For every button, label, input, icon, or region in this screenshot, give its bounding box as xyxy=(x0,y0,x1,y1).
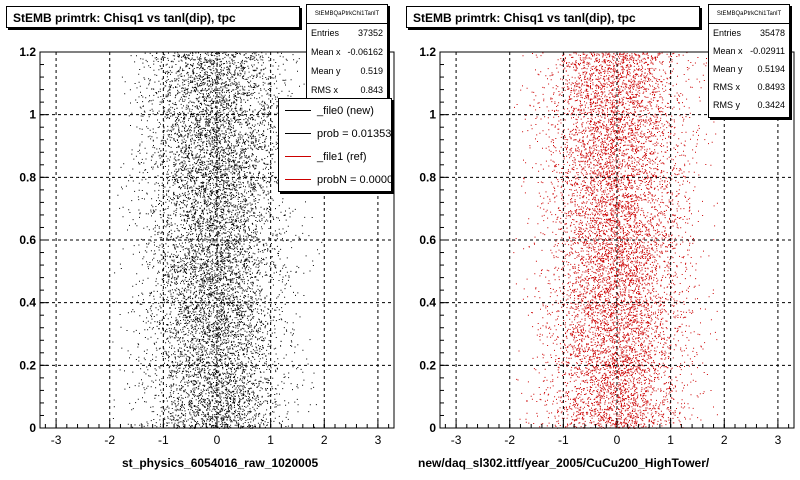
x-tick-label: 3 xyxy=(775,433,782,447)
y-tick-label: 1 xyxy=(429,108,436,122)
right-stats-box: StEMBQaPtrkChi1TanlT Entries 35478 Mean … xyxy=(708,4,790,118)
x-tick-label: 1 xyxy=(267,433,274,447)
left-stats-value: 0.843 xyxy=(360,85,383,95)
x-tick-label: -3 xyxy=(51,433,62,447)
x-tick-label: 3 xyxy=(375,433,382,447)
right-grid xyxy=(440,51,794,429)
right-scatter-points xyxy=(513,52,722,429)
x-tick-label: 2 xyxy=(721,433,728,447)
right-stats-value: 0.3424 xyxy=(757,100,785,110)
legend-line-icon xyxy=(285,133,311,134)
right-stats-label: RMS y xyxy=(713,100,740,110)
right-x-axis-title: new/daq_sl302.ittf/year_2005/CuCu200_Hig… xyxy=(418,456,710,470)
right-panel: -3 -2 -1 0 1 2 3 0 0.2 0.4 0.6 0.8 1 1.2 StEMB primtr… xyxy=(400,0,800,480)
left-stats-value: -0.06162 xyxy=(347,47,383,57)
x-tick-label: 0 xyxy=(614,433,621,447)
left-stats-row: Mean y 0.519 xyxy=(307,62,387,81)
right-stats-label: Mean y xyxy=(713,64,743,74)
left-stats-row: RMS x 0.843 xyxy=(307,81,387,100)
x-tick-label: -1 xyxy=(558,433,569,447)
y-tick-label: 0.2 xyxy=(19,358,36,372)
legend-entry: _file1 (ref) xyxy=(279,145,391,168)
left-stats-value: 37352 xyxy=(357,28,383,38)
legend-entry: _file0 (new) xyxy=(279,99,391,122)
y-tick-label: 1.2 xyxy=(419,45,436,59)
y-tick-label: 0 xyxy=(429,421,436,435)
left-scatter-points xyxy=(112,52,323,429)
legend-line-icon xyxy=(285,156,311,157)
legend-box: _file0 (new) prob = 0.013535 _file1 (ref… xyxy=(278,98,392,192)
right-stats-row: Entries 35478 xyxy=(709,24,789,42)
left-stats-value: 0.519 xyxy=(360,66,383,76)
left-x-axis-title: st_physics_6054016_raw_1020005 xyxy=(122,456,319,470)
x-tick-label: 2 xyxy=(321,433,328,447)
legend-entry: prob = 0.013535 xyxy=(279,122,391,145)
y-tick-label: 0.4 xyxy=(419,296,436,310)
right-stats-label: RMS x xyxy=(713,82,740,92)
y-tick-label: 0.6 xyxy=(419,233,436,247)
right-stats-row: RMS x 0.8493 xyxy=(709,78,789,96)
x-tick-label: -3 xyxy=(451,433,462,447)
right-stats-value: 0.5194 xyxy=(757,64,785,74)
x-tick-label: -2 xyxy=(104,433,115,447)
right-stats-label: Mean x xyxy=(713,46,743,56)
left-stats-row: Mean x -0.06162 xyxy=(307,43,387,62)
right-stats-value: 0.8493 xyxy=(757,82,785,92)
y-tick-label: 0.8 xyxy=(19,170,36,184)
y-tick-label: 0.6 xyxy=(19,233,36,247)
right-stats-row: RMS y 0.3424 xyxy=(709,96,789,114)
x-tick-label: -2 xyxy=(504,433,515,447)
y-tick-label: 0.4 xyxy=(19,296,36,310)
scatter-point-cloud xyxy=(513,52,722,429)
legend-label: _file0 (new) xyxy=(317,104,374,117)
y-tick-label: 0.8 xyxy=(419,170,436,184)
y-tick-label: 0.2 xyxy=(419,358,436,372)
y-tick-label: 1 xyxy=(29,108,36,122)
left-stats-label: Entries xyxy=(311,28,340,38)
scatter-point-cloud xyxy=(112,52,323,429)
y-tick-label: 0 xyxy=(29,421,36,435)
right-stats-row: Mean y 0.5194 xyxy=(709,60,789,78)
legend-line-icon xyxy=(285,179,311,180)
right-stats-label: Entries xyxy=(713,28,742,38)
x-tick-label: 0 xyxy=(214,433,221,447)
x-tick-label: 1 xyxy=(667,433,674,447)
right-plot: -3 -2 -1 0 1 2 3 0 0.2 0.4 0.6 0.8 1 1.2 xyxy=(419,45,795,447)
left-stats-label: RMS x xyxy=(311,85,338,95)
legend-label: _file1 (ref) xyxy=(317,150,367,163)
left-stats-label: Mean x xyxy=(311,47,341,57)
right-axis-ticks: -3 -2 -1 0 1 2 3 0 0.2 0.4 0.6 0.8 1 1.2 xyxy=(419,45,790,447)
left-stats-row: Entries 37352 xyxy=(307,24,387,43)
left-panel: -3 -2 -1 0 1 2 3 0 0.2 0.4 0.6 0.8 1 1.2 StEMB primtr… xyxy=(6,4,395,470)
legend-entry: probN = 0.000000 xyxy=(279,168,391,191)
right-stats-name: StEMBQaPtrkChi1TanlT xyxy=(709,5,789,24)
right-stats-row: Mean x -0.02911 xyxy=(709,42,789,60)
right-stats-value: -0.02911 xyxy=(750,46,785,56)
legend-line-icon xyxy=(285,110,311,111)
y-tick-label: 1.2 xyxy=(19,45,36,59)
right-stats-value: 35478 xyxy=(759,28,785,38)
left-stats-name: StEMBQaPtrkChi1TanlT xyxy=(307,5,387,24)
x-tick-label: -1 xyxy=(158,433,169,447)
left-plot-title: StEMB primtrk: Chisq1 vs tanl(dip), tpc xyxy=(6,6,300,28)
legend-label: probN = 0.000000 xyxy=(317,173,392,186)
left-axis-ticks: -3 -2 -1 0 1 2 3 0 0.2 0.4 0.6 0.8 1 1.2 xyxy=(19,45,390,447)
legend-label: prob = 0.013535 xyxy=(317,127,392,140)
left-stats-label: Mean y xyxy=(311,66,341,76)
right-plot-title: StEMB primtrk: Chisq1 vs tanl(dip), tpc xyxy=(406,6,700,28)
